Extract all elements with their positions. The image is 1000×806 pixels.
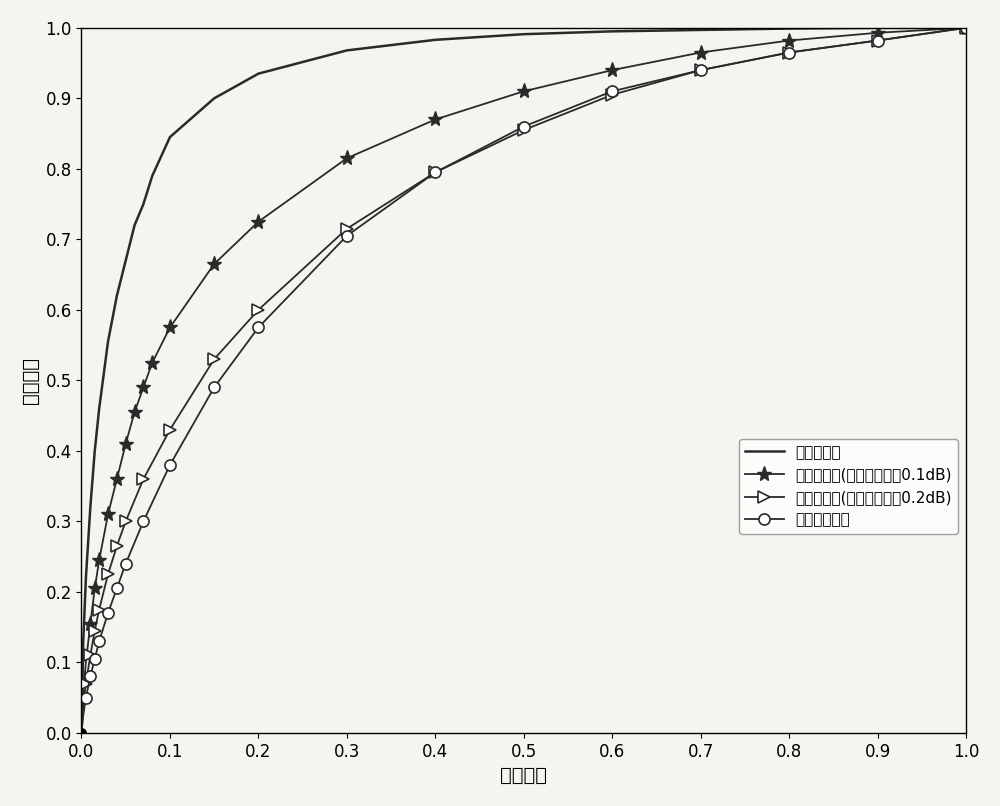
本发明方法 [252,69,264,78]
能量检测法(噪声不确定度0.2dB) [164,425,176,434]
能量检测法(噪声不确定度0.1dB) [872,28,884,38]
能量检测法(噪声不确定度0.1dB) [80,658,92,667]
能量检测法(噪声不确定度0.2dB) [252,305,264,314]
能量检测法(噪声不确定度0.2dB) [120,517,132,526]
能量检测法(噪声不确定度0.1dB) [89,584,101,593]
特征值检测法 [341,231,353,241]
能量检测法(噪声不确定度0.1dB) [75,728,87,737]
能量检测法(噪声不确定度0.2dB) [872,35,884,45]
能量检测法(噪声不确定度0.2dB) [111,541,123,550]
本发明方法 [429,35,441,44]
本发明方法 [146,171,158,181]
能量检测法(噪声不确定度0.1dB) [695,48,707,57]
Y-axis label: 检测概率: 检测概率 [21,357,40,404]
能量检测法(噪声不确定度0.1dB) [102,509,114,519]
特征值检测法 [164,460,176,470]
能量检测法(噪声不确定度0.1dB) [606,65,618,75]
Line: 能量检测法(噪声不确定度0.1dB): 能量检测法(噪声不确定度0.1dB) [74,20,974,741]
能量检测法(噪声不确定度0.2dB) [89,625,101,635]
特征值检测法 [429,168,441,177]
能量检测法(噪声不确定度0.2dB) [84,650,96,660]
能量检测法(噪声不确定度0.1dB) [518,86,530,96]
本发明方法 [695,25,707,35]
能量检测法(噪声不确定度0.2dB) [208,355,220,364]
本发明方法 [960,23,972,33]
能量检测法(噪声不确定度0.1dB) [111,474,123,484]
特征值检测法 [93,637,105,646]
本发明方法 [872,23,884,33]
能量检测法(噪声不确定度0.1dB) [252,217,264,226]
能量检测法(噪声不确定度0.1dB) [137,383,149,393]
能量检测法(噪声不确定度0.2dB) [695,65,707,75]
特征值检测法 [77,710,89,720]
特征值检测法 [89,654,101,663]
特征值检测法 [606,86,618,96]
特征值检测法 [208,383,220,393]
特征值检测法 [111,584,123,593]
能量检测法(噪声不确定度0.2dB) [93,604,105,614]
X-axis label: 虚警概率: 虚警概率 [500,767,547,785]
特征值检测法 [252,322,264,332]
能量检测法(噪声不确定度0.1dB) [120,439,132,449]
本发明方法 [341,46,353,56]
能量检测法(噪声不确定度0.2dB) [75,728,87,737]
本发明方法 [518,29,530,39]
能量检测法(噪声不确定度0.2dB) [102,569,114,579]
能量检测法(噪声不确定度0.1dB) [93,555,105,565]
能量检测法(噪声不确定度0.1dB) [77,686,89,696]
Line: 特征值检测法: 特征值检测法 [76,23,972,738]
能量检测法(噪声不确定度0.1dB) [129,407,141,417]
特征值检测法 [75,728,87,737]
能量检测法(噪声不确定度0.2dB) [429,168,441,177]
特征值检测法 [518,122,530,131]
特征值检测法 [695,65,707,75]
本发明方法 [129,220,141,230]
本发明方法 [783,23,795,33]
能量检测法(噪声不确定度0.2dB) [518,125,530,135]
特征值检测法 [872,35,884,45]
能量检测法(噪声不确定度0.1dB) [429,114,441,124]
本发明方法 [606,27,618,36]
特征值检测法 [102,609,114,618]
Line: 能量检测法(噪声不确定度0.2dB): 能量检测法(噪声不确定度0.2dB) [76,23,972,738]
能量检测法(噪声不确定度0.2dB) [77,700,89,709]
能量检测法(噪声不确定度0.1dB) [783,35,795,45]
能量检测法(噪声不确定度0.1dB) [208,260,220,269]
本发明方法 [80,573,92,583]
能量检测法(噪声不确定度0.2dB) [783,48,795,57]
能量检测法(噪声不确定度0.2dB) [137,474,149,484]
本发明方法 [208,93,220,103]
特征值检测法 [137,517,149,526]
本发明方法 [120,256,132,265]
特征值检测法 [84,671,96,681]
能量检测法(噪声不确定度0.1dB) [164,322,176,332]
本发明方法 [77,637,89,646]
本发明方法 [137,199,149,209]
能量检测法(噪声不确定度0.1dB) [960,23,972,33]
本发明方法 [75,728,87,737]
能量检测法(噪声不确定度0.2dB) [80,679,92,688]
能量检测法(噪声不确定度0.2dB) [606,90,618,100]
本发明方法 [102,337,114,347]
能量检测法(噪声不确定度0.2dB) [960,23,972,33]
本发明方法 [93,404,105,413]
特征值检测法 [783,48,795,57]
特征值检测法 [80,693,92,703]
本发明方法 [164,132,176,142]
能量检测法(噪声不确定度0.1dB) [146,358,158,368]
能量检测法(噪声不确定度0.2dB) [341,224,353,234]
能量检测法(噪声不确定度0.1dB) [341,153,353,163]
本发明方法 [111,291,123,301]
本发明方法 [84,502,96,512]
Legend: 本发明方法, 能量检测法(噪声不确定度0.1dB), 能量检测法(噪声不确定度0.2dB), 特征值检测法: 本发明方法, 能量检测法(噪声不确定度0.1dB), 能量检测法(噪声不确定度0… [739,438,958,534]
本发明方法 [89,446,101,455]
Line: 本发明方法: 本发明方法 [81,28,966,733]
能量检测法(噪声不确定度0.1dB) [84,619,96,629]
特征值检测法 [120,559,132,568]
特征值检测法 [960,23,972,33]
